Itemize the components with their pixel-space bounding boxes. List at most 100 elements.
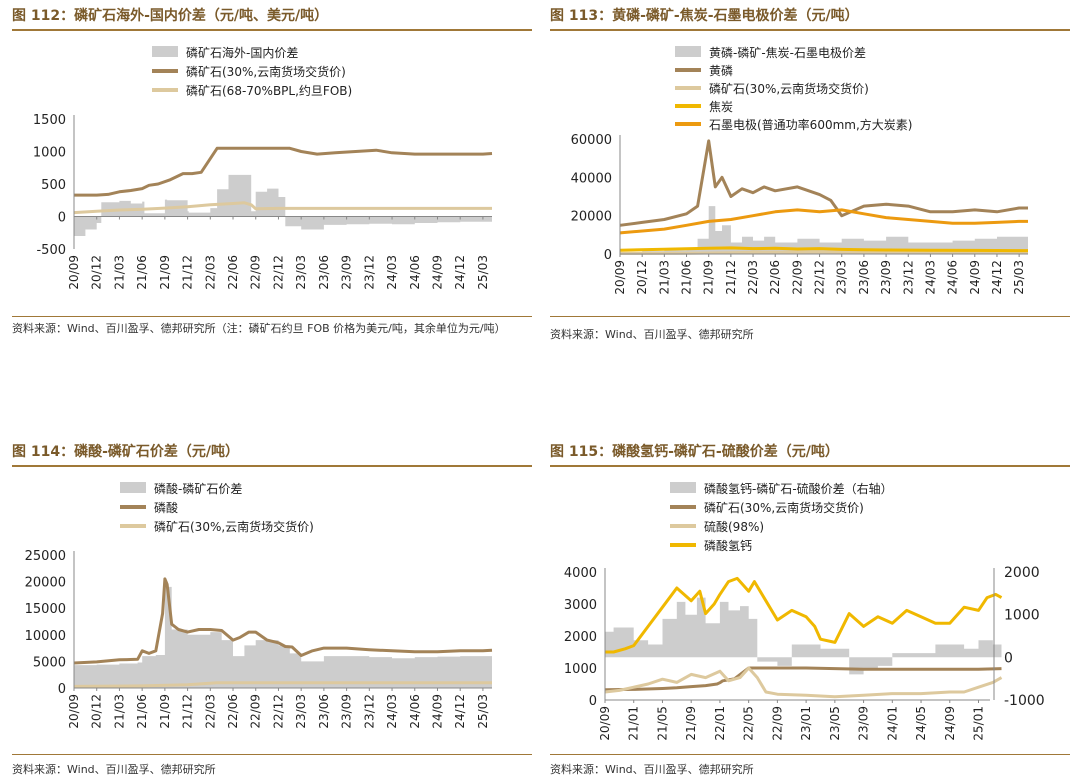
source-divider (12, 316, 532, 317)
x-tick-label: 21/03 (112, 694, 126, 729)
y-tick-label: 5000 (33, 655, 66, 670)
legend-label: 磷矿石(30%,云南货场交货价) (154, 519, 314, 534)
legend-label: 磷矿石(30%,云南货场交货价) (709, 81, 869, 96)
y-tick-label: 25000 (25, 549, 66, 564)
x-tick-label: 24/12 (453, 694, 467, 729)
series-line (619, 139, 1028, 227)
x-tick-label: 24/03 (385, 694, 399, 729)
series-line (73, 577, 493, 665)
legend-label: 磷矿石海外-国内价差 (186, 45, 298, 60)
x-tick-label: 23/06 (857, 260, 871, 295)
y-tick-label: 0 (589, 694, 597, 709)
x-tick-label: 21/06 (135, 255, 149, 290)
source-divider (12, 754, 532, 755)
legend-label: 黄磷 (709, 63, 733, 78)
x-tick-label: 25/03 (476, 694, 490, 729)
chart-title: 图 113：黄磷-磷矿-焦炭-石墨电极价差（元/吨） (550, 8, 859, 24)
legend-label: 磷矿石(30%,云南货场交货价) (186, 64, 346, 79)
y2-tick-label: 0 (1004, 650, 1013, 666)
x-tick-label: 21/09 (684, 706, 698, 741)
x-tick-label: 22/06 (768, 260, 782, 295)
x-tick-label: 22/03 (203, 255, 217, 290)
x-tick-label: 22/12 (813, 260, 827, 295)
legend-label: 黄磷-磷矿-焦炭-石墨电极价差 (709, 45, 866, 60)
legend-swatch-area (675, 46, 701, 57)
y-tick-label: 2000 (564, 630, 597, 645)
x-tick-label: 22/09 (770, 706, 784, 741)
x-tick-label: 24/03 (385, 255, 399, 290)
x-tick-label: 23/09 (857, 706, 871, 741)
series-line (619, 208, 1028, 235)
y2-tick-label: -1000 (1004, 693, 1045, 709)
x-tick-label: 20/12 (90, 694, 104, 729)
y-tick-label: 1000 (564, 662, 597, 677)
title-divider (550, 29, 1070, 31)
x-tick-label: 23/12 (362, 694, 376, 729)
x-tick-label: 21/03 (112, 255, 126, 290)
x-tick-label: 23/03 (835, 260, 849, 295)
legend-swatch-area (152, 46, 178, 57)
x-tick-label: 24/12 (990, 260, 1004, 295)
legend-label: 磷酸氢钙 (704, 538, 752, 553)
x-tick-label: 24/09 (431, 255, 445, 290)
x-tick-label: 22/09 (249, 255, 263, 290)
x-tick-label: 21/12 (181, 255, 195, 290)
x-tick-label: 22/06 (226, 255, 240, 290)
series-line (73, 681, 492, 688)
y-tick-label: 1500 (33, 113, 66, 128)
series-line (74, 146, 493, 197)
x-tick-label: 23/09 (340, 694, 354, 729)
legend-label: 磷矿石(68-70%BPL,约旦FOB) (186, 83, 352, 98)
x-tick-label: 25/03 (476, 255, 490, 290)
x-tick-label: 21/05 (656, 706, 670, 741)
x-tick-label: 21/09 (158, 255, 172, 290)
title-divider (12, 29, 532, 31)
title-divider (550, 465, 1070, 467)
x-tick-label: 23/05 (828, 706, 842, 741)
chart-panel-113: 图 113：黄磷-磷矿-焦炭-石墨电极价差（元/吨） 黄磷-磷矿-焦炭-石墨电极… (550, 4, 1070, 354)
x-tick-label: 24/03 (923, 260, 937, 295)
x-tick-label: 23/03 (294, 694, 308, 729)
series-line (619, 246, 1028, 253)
x-tick-label: 20/09 (67, 255, 81, 290)
y-tick-label: 40000 (571, 171, 612, 186)
legend-label: 磷酸氢钙-磷矿石-硫酸价差（右轴） (704, 481, 893, 496)
x-tick-label: 24/06 (408, 255, 422, 290)
series-area (605, 597, 1002, 675)
x-tick-label: 21/03 (657, 260, 671, 295)
x-tick-label: 22/03 (746, 260, 760, 295)
x-tick-label: 22/01 (713, 706, 727, 741)
x-tick-label: 20/12 (90, 255, 104, 290)
x-tick-label: 23/09 (879, 260, 893, 295)
x-tick-label: 23/03 (294, 255, 308, 290)
x-tick-label: 21/12 (181, 694, 195, 729)
chart-title: 图 112：磷矿石海外-国内价差（元/吨、美元/吨） (12, 8, 329, 24)
title-divider (12, 465, 532, 467)
legend-label: 石墨电极(普通功率600mm,方大炭素) (709, 117, 912, 132)
x-tick-label: 25/03 (1012, 260, 1026, 295)
x-tick-label: 21/01 (627, 706, 641, 741)
x-tick-label: 21/06 (135, 694, 149, 729)
y-tick-label: 4000 (564, 566, 597, 581)
chart-panel-112: 图 112：磷矿石海外-国内价差（元/吨、美元/吨） 磷矿石海外-国内价差 磷矿石… (12, 4, 532, 354)
series-line (605, 576, 1003, 654)
series-area (74, 586, 492, 688)
x-tick-label: 24/05 (914, 706, 928, 741)
x-tick-label: 20/09 (613, 260, 627, 295)
series-line (73, 201, 492, 215)
legend-swatch-area (670, 482, 696, 493)
chart-115-svg: 磷酸氢钙-磷矿石-硫酸价差（右轴） 磷矿石(30%,云南货场交货价) 硫酸(98%)… (564, 481, 1045, 741)
series-line (604, 666, 1002, 692)
x-tick-label: 21/12 (724, 260, 738, 295)
source-divider (550, 754, 1070, 755)
y-tick-label: 3000 (564, 598, 597, 613)
y-tick-label: 60000 (571, 133, 612, 148)
series-area (620, 206, 1028, 254)
x-tick-label: 22/09 (249, 694, 263, 729)
x-tick-label: 24/12 (453, 255, 467, 290)
y-tick-label: 0 (58, 682, 66, 697)
chart-source-note: 资料来源：Wind、百川盈孚、德邦研究所（注：磷矿石约旦 FOB 价格为美元/吨… (12, 322, 506, 335)
